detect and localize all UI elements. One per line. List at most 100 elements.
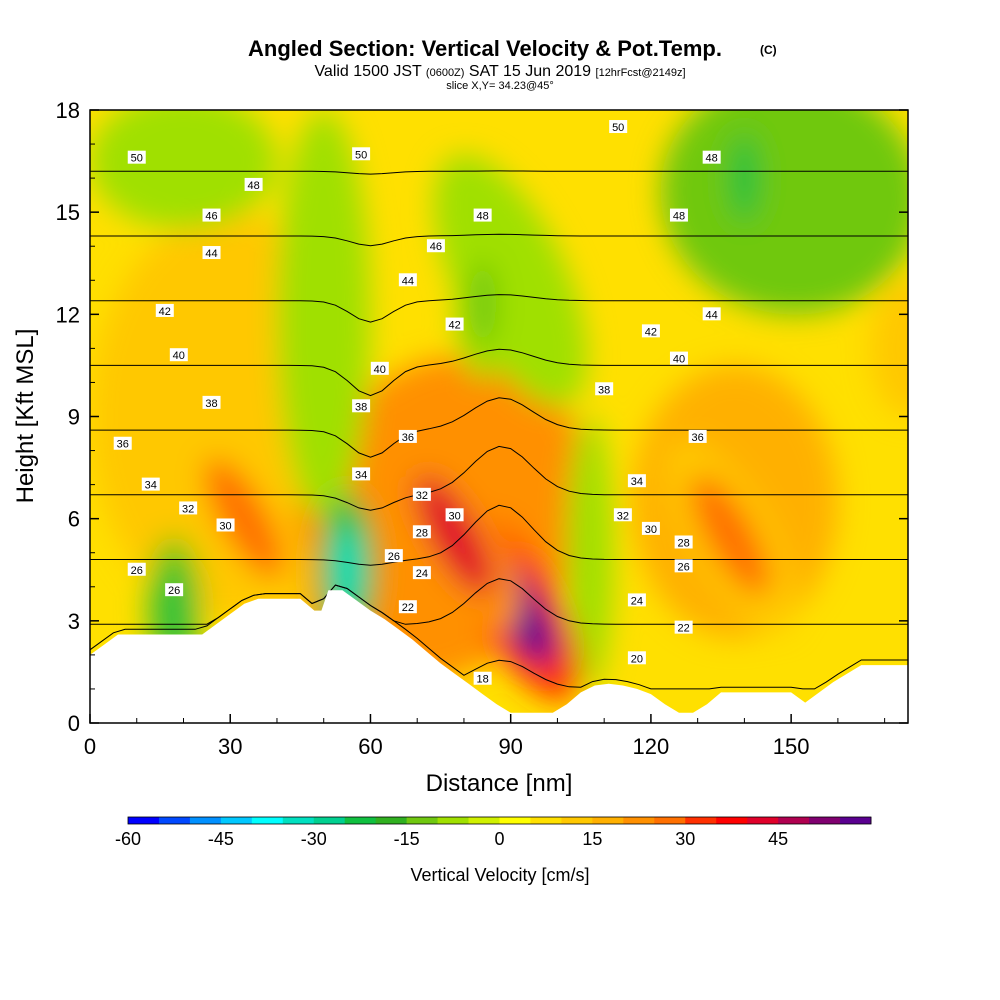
- colorbar-tick-label: 30: [675, 829, 695, 849]
- x-tick-label: 30: [218, 734, 242, 759]
- isentrope-label-box: [641, 521, 660, 535]
- isentrope-label: 46: [430, 241, 442, 253]
- isentrope-label: 44: [205, 248, 217, 260]
- colorbar-swatch: [778, 817, 810, 824]
- colorbar-swatch: [220, 817, 253, 824]
- isentrope-label-box: [426, 239, 445, 253]
- isentrope-label-box: [127, 562, 146, 576]
- subtitle-utc: (0600Z): [426, 67, 465, 79]
- colorbar-swatch: [344, 817, 377, 824]
- isentrope-label-box: [627, 651, 646, 665]
- subtitle-date: SAT 15 Jun 2019: [464, 63, 595, 80]
- colorbar-tick-label: -60: [115, 829, 141, 849]
- isentrope-label: 18: [477, 674, 489, 686]
- colorbar-swatch: [499, 817, 531, 824]
- isentrope-32: [90, 233, 908, 247]
- isentrope-label: 40: [673, 354, 685, 366]
- isentrope-label: 32: [182, 503, 194, 515]
- isentrope-label-box: [669, 351, 688, 365]
- y-tick-label: 3: [68, 609, 80, 634]
- isentrope-label: 26: [168, 585, 180, 597]
- title-mark: (C): [760, 43, 777, 57]
- isentrope-label-box: [702, 150, 721, 164]
- colorbar-swatch: [809, 817, 841, 824]
- velocity-field: [90, 110, 908, 701]
- isentrope-label: 44: [706, 309, 718, 321]
- isentrope-label-box: [352, 147, 371, 161]
- isentrope-label: 48: [706, 153, 718, 165]
- colorbar-swatch: [437, 817, 469, 824]
- isentrope-label: 36: [117, 439, 129, 451]
- colorbar-tick-label: -30: [301, 829, 327, 849]
- colorbar-tick-label: 0: [494, 829, 504, 849]
- chart-subtitle: Valid 1500 JST (0600Z) SAT 15 Jun 2019 […: [314, 63, 685, 80]
- colorbar-swatch: [530, 817, 562, 824]
- updraft-core-inner: [414, 475, 495, 596]
- isentrope-label: 48: [477, 211, 489, 223]
- isentrope-label-box: [352, 467, 371, 481]
- updraft-core-inner: [204, 458, 284, 579]
- isentrope-label-box: [674, 620, 693, 634]
- colorbar-swatch: [747, 817, 779, 824]
- x-tick-label: 90: [498, 734, 522, 759]
- isentrope-label-box: [398, 600, 417, 614]
- isentrope-labels: 50 48 46 44 42 40 38 36 34 32 30 26 26 50 48 46 44 42 40 38…: [113, 120, 721, 686]
- isentrope-label: 28: [678, 538, 690, 550]
- field-warm-east-edge: [870, 280, 908, 417]
- isentrope-label-box: [202, 246, 221, 260]
- isentrope-34: [90, 170, 908, 175]
- field-cool-column-a: [276, 110, 371, 519]
- isentrope-label: 30: [645, 524, 657, 536]
- isentrope-label-box: [412, 487, 431, 501]
- isentrope-label: 44: [402, 275, 414, 287]
- isentrope-22: [90, 504, 908, 566]
- isentrope-20: [90, 578, 908, 625]
- isentrope-label-box: [669, 208, 688, 222]
- isentrope-label-box: [641, 324, 660, 338]
- colorbar-tick-label: -15: [394, 829, 420, 849]
- colorbar-title: Vertical Velocity [cm/s]: [410, 865, 589, 885]
- subtitle-valid: Valid 1500 JST: [314, 63, 425, 80]
- colorbar-tick-label: 45: [768, 829, 788, 849]
- isentrope-label: 40: [173, 350, 185, 362]
- isentrope-label: 34: [631, 476, 643, 488]
- isentrope-label: 42: [645, 326, 657, 338]
- isentrope-label: 38: [205, 398, 217, 410]
- colorbar-swatch: [561, 817, 593, 824]
- colorbar-tick-label: -45: [208, 829, 234, 849]
- colorbar-swatch: [468, 817, 500, 824]
- isentrope-label: 26: [131, 565, 143, 577]
- downdraft-core-inner: [730, 133, 759, 223]
- y-tick-label: 6: [68, 507, 80, 532]
- isentrope-label-box: [613, 508, 632, 522]
- isentrope-label: 30: [448, 510, 460, 522]
- isentrope-label: 22: [678, 623, 690, 635]
- colorbar-swatch: [716, 817, 748, 824]
- x-axis-label: Distance [nm]: [426, 770, 573, 797]
- isentrope-28: [90, 348, 908, 397]
- y-axis-label: Height [Kft MSL]: [12, 329, 39, 504]
- isentrope-label-box: [702, 307, 721, 321]
- isentrope-label: 46: [205, 211, 217, 223]
- isentrope-label: 34: [145, 480, 157, 492]
- isentrope-label-box: [688, 429, 707, 443]
- isentrope-label-box: [473, 208, 492, 222]
- isentrope-label: 42: [448, 320, 460, 332]
- isentrope-label-box: [202, 395, 221, 409]
- isentrope-label-box: [398, 273, 417, 287]
- isentrope-label-box: [595, 382, 614, 396]
- isentrope-lines: [90, 170, 908, 690]
- field-cool-top-west: [90, 110, 277, 230]
- isentrope-label-box: [398, 429, 417, 443]
- isentrope-label: 20: [631, 653, 643, 665]
- y-tick-label: 9: [68, 405, 80, 430]
- colorbar-swatch: [313, 817, 346, 824]
- isentrope-label: 32: [416, 490, 428, 502]
- isentrope-label-box: [179, 501, 198, 515]
- isentrope-label: 26: [678, 561, 690, 573]
- x-tick-label: 150: [773, 734, 810, 759]
- isentrope-label-box: [627, 593, 646, 607]
- colorbar-swatch: [592, 817, 624, 824]
- colorbar-swatch: [375, 817, 408, 824]
